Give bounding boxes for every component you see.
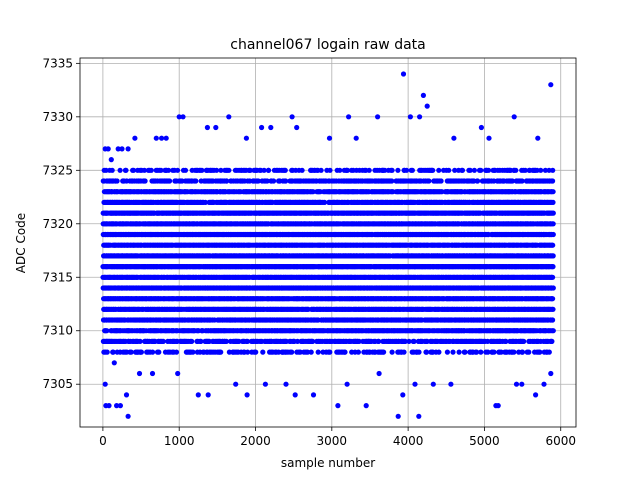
data-point (260, 349, 266, 355)
data-point (244, 338, 251, 344)
data-point (503, 338, 509, 344)
data-point (519, 349, 526, 355)
data-point (485, 349, 491, 355)
data-point (411, 338, 417, 344)
data-point (474, 349, 480, 355)
data-point (550, 285, 556, 291)
data-point (160, 338, 166, 344)
data-point (550, 317, 556, 323)
data-point (491, 349, 497, 355)
data-point (356, 338, 362, 344)
data-point (462, 349, 468, 355)
data-point (138, 349, 144, 355)
data-point (550, 306, 556, 312)
data-point (253, 349, 259, 355)
data-point (327, 349, 333, 355)
data-point (416, 349, 422, 355)
data-point (173, 349, 180, 355)
data-point (550, 242, 556, 248)
data-point (218, 349, 224, 355)
data-point (444, 349, 450, 355)
data-point (236, 338, 242, 344)
data-point (189, 338, 195, 344)
data-point (294, 338, 301, 344)
data-point (546, 349, 552, 355)
data-point (521, 338, 527, 344)
data-point (376, 338, 382, 344)
data-point (498, 349, 504, 355)
data-point (549, 338, 555, 344)
data-point (305, 349, 311, 355)
data-point (150, 349, 156, 355)
data-point (355, 349, 361, 355)
data-point (550, 274, 556, 280)
data-point (389, 349, 395, 355)
data-point (550, 328, 556, 334)
data-point (289, 349, 295, 355)
data-point (406, 338, 412, 344)
data-point (478, 349, 484, 355)
data-point (436, 349, 442, 355)
data-point (310, 338, 316, 344)
data-point (308, 349, 314, 355)
data-point (315, 349, 321, 355)
data-point (424, 349, 430, 355)
data-point (297, 349, 303, 355)
data-point (128, 349, 134, 355)
data-point (450, 349, 456, 355)
data-point (104, 349, 110, 355)
data-point (110, 349, 116, 355)
data-point (401, 349, 407, 355)
data-point (137, 338, 143, 344)
data-point (381, 349, 387, 355)
data-point (190, 349, 196, 355)
data-point (550, 264, 556, 270)
data-point (511, 349, 517, 355)
data-point (526, 349, 532, 355)
data-point (550, 296, 556, 302)
data-point (402, 338, 408, 344)
data-point (156, 349, 162, 355)
data-point (198, 338, 204, 344)
data-point (456, 349, 462, 355)
data-point (537, 349, 543, 355)
data-point (245, 349, 251, 355)
data-points (100, 71, 556, 419)
data-point (104, 328, 110, 334)
data-point (550, 253, 556, 259)
data-point (342, 349, 348, 355)
data-point (223, 338, 229, 344)
